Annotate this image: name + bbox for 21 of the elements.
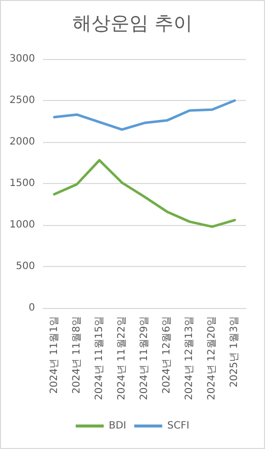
x-tick-label: 2024년 12월20일 bbox=[206, 316, 218, 400]
x-tick-label: 2024년 12월13일 bbox=[184, 316, 196, 400]
y-tick-label: 2000 bbox=[10, 136, 35, 148]
x-tick-label: 2024년 11월1일 bbox=[48, 316, 60, 394]
y-tick-label: 0 bbox=[28, 302, 35, 314]
legend-label: SCFI bbox=[167, 420, 190, 432]
y-tick-label: 2500 bbox=[10, 95, 35, 106]
line-series bbox=[53, 159, 236, 228]
x-tick-label: 2025년 1월3일 bbox=[229, 316, 240, 388]
y-tick-label: 1500 bbox=[10, 178, 35, 189]
legend-label: BDI bbox=[108, 420, 126, 432]
line-series bbox=[53, 99, 236, 131]
x-tick-label: 2024년 12월6일 bbox=[162, 316, 173, 394]
x-tick-label: 2024년 11월29일 bbox=[139, 316, 150, 400]
chart-title: 해상운임 추이 bbox=[72, 12, 193, 34]
x-tick-label: 2024년 11월22일 bbox=[116, 316, 128, 400]
x-tick-label: 2024년 11월15일 bbox=[94, 316, 105, 400]
x-tick-label: 2024년 11월8일 bbox=[71, 316, 82, 394]
y-tick-label: 3000 bbox=[10, 54, 35, 64]
y-tick-label: 500 bbox=[16, 261, 35, 272]
y-tick-label: 1000 bbox=[10, 220, 35, 230]
